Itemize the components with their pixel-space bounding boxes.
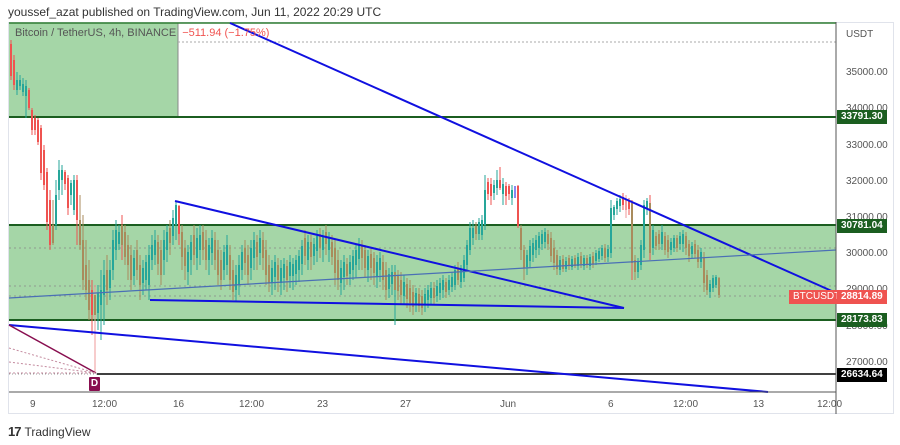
price-label-support: 26634.64 <box>837 368 887 382</box>
y-axis-unit: USDT <box>846 29 874 40</box>
x-tick: 6 <box>608 399 614 410</box>
trendlines[interactable] <box>8 22 837 393</box>
x-tick: 12:00 <box>817 399 843 410</box>
lower-channel-line <box>8 324 769 393</box>
price-change: −511.94 (−1.75%) <box>182 27 270 39</box>
y-tick: 31000.00 <box>846 212 888 223</box>
y-tick: 29000.00 <box>846 284 888 295</box>
major-downtrend-line <box>229 22 835 293</box>
fib-line <box>8 324 97 374</box>
y-tick: 34000.00 <box>846 103 888 114</box>
candles <box>10 40 720 372</box>
x-tick: 13 <box>753 399 765 410</box>
wedge-lower-line <box>149 299 625 309</box>
brand-name: TradingView <box>24 424 91 439</box>
wedge-upper-line <box>174 200 625 309</box>
x-tick: 27 <box>400 399 412 410</box>
chart-legend: Bitcoin / TetherUS, 4h, BINANCE −511.94 (… <box>15 27 269 39</box>
tradingview-logo-icon: 17 <box>8 424 22 439</box>
x-tick: 23 <box>317 399 329 410</box>
y-tick: 30000.00 <box>846 248 888 259</box>
x-tick: Jun <box>500 399 517 410</box>
x-tick: 12:00 <box>92 399 118 410</box>
resistance-zone[interactable] <box>9 23 178 117</box>
publisher-header: youssef_azat published on TradingView.co… <box>8 5 382 19</box>
x-tick: 12:00 <box>673 399 699 410</box>
symbol-tag: BTCUSDT <box>789 290 845 304</box>
price-label-resistance: 33791.30 <box>837 110 887 124</box>
y-tick: 35000.00 <box>846 67 888 78</box>
y-tick: 33000.00 <box>846 140 888 151</box>
x-tick: 16 <box>173 399 185 410</box>
symbol-title: Bitcoin / TetherUS, 4h, BINANCE <box>15 27 177 39</box>
footer-brand[interactable]: 17 TradingView <box>8 424 91 439</box>
ascending-trendline <box>8 249 837 299</box>
last-price-label: 28814.89 <box>837 290 887 304</box>
x-tick: 9 <box>30 399 36 410</box>
x-tick: 12:00 <box>239 399 265 410</box>
y-tick: 27000.00 <box>846 357 888 368</box>
price-label-range-top: 30781.04 <box>837 219 887 233</box>
price-label-range-bottom: 28173.83 <box>837 313 887 327</box>
y-tick: 32000.00 <box>846 176 888 187</box>
drawing-marker-d[interactable]: D <box>89 377 100 391</box>
